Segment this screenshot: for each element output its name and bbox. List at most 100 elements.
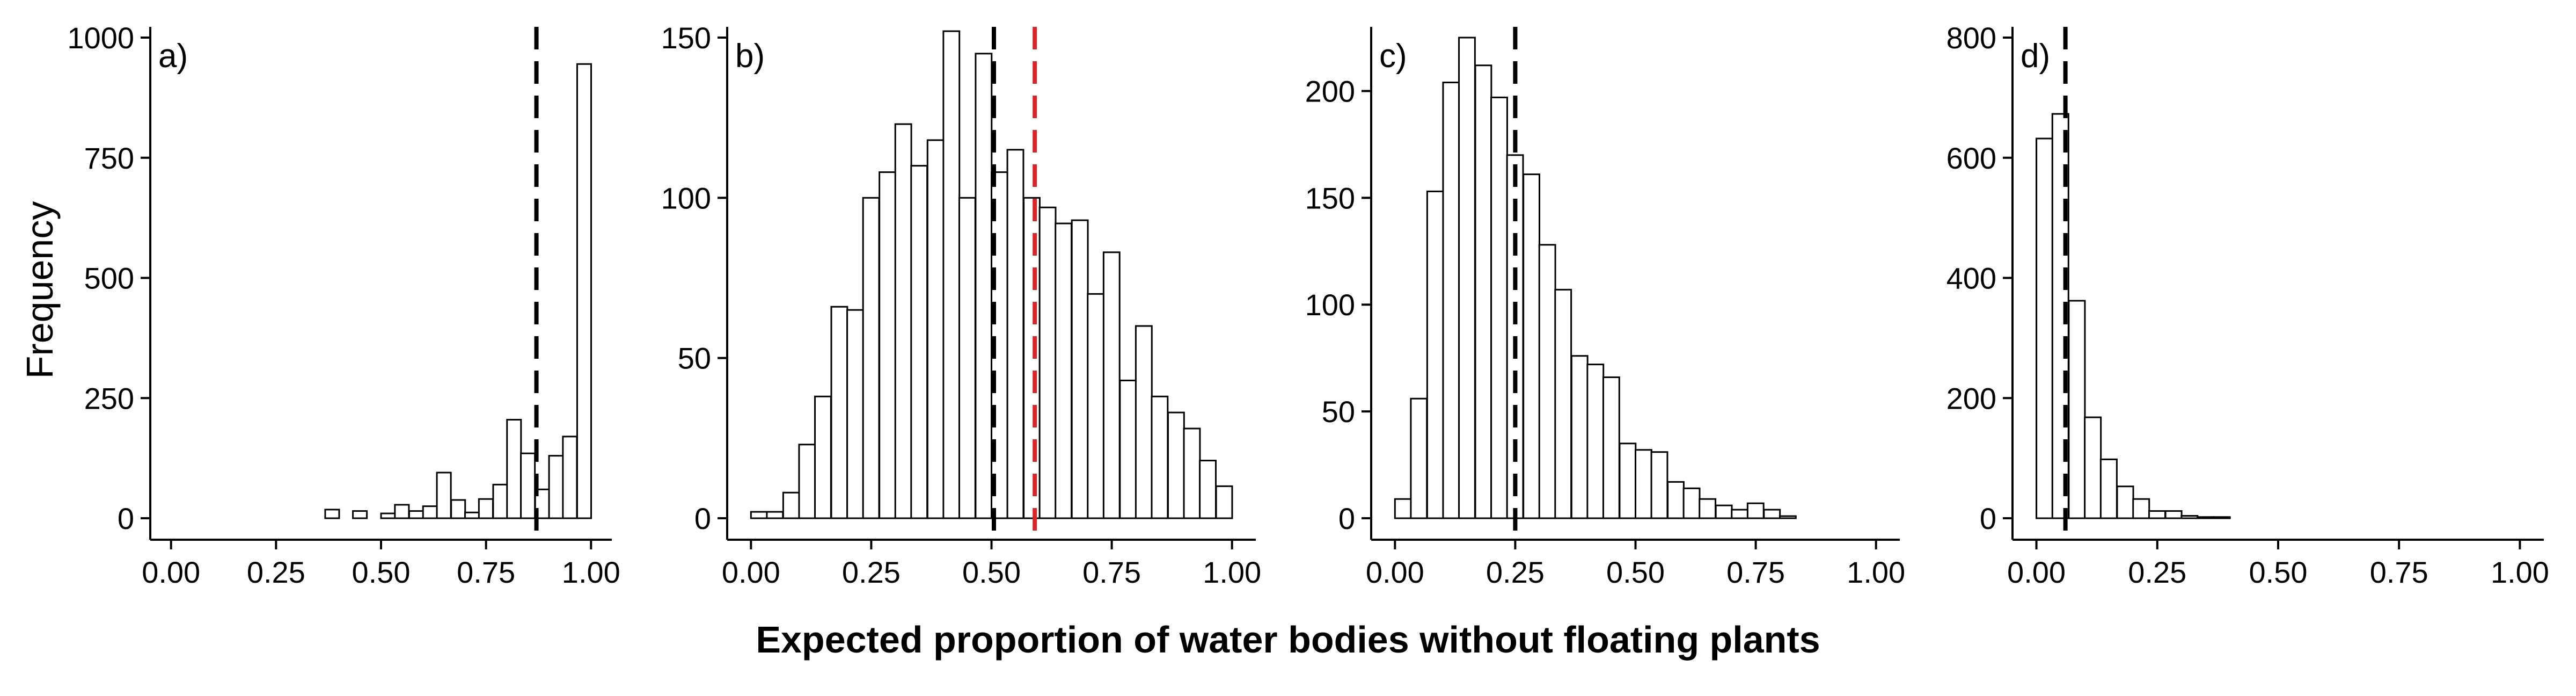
histogram-bar — [1119, 379, 1137, 519]
panel-c: 0.00 0.25 0.50 0.75 1.00 0 50 100 150 200 c) — [1305, 27, 1905, 589]
histogram-bar — [1667, 481, 1685, 519]
histogram-bar — [1570, 355, 1589, 519]
y-tick-label: 800 — [1946, 21, 1996, 55]
x-tick-label: 0.75 — [2370, 555, 2428, 589]
panel-b: 0.00 0.25 0.50 0.75 1.00 0 50 100 150 b) — [661, 21, 1262, 589]
x-tick-label: 0.50 — [352, 555, 411, 589]
histogram-bar — [814, 395, 832, 519]
x-tick-label: 0.75 — [1726, 555, 1785, 589]
histogram-bar — [1215, 485, 1233, 519]
x-tick-label: 0.50 — [2249, 555, 2308, 589]
histogram-bar — [1410, 397, 1428, 519]
y-tick-label: 0 — [1980, 502, 1996, 535]
histogram-bar — [1731, 509, 1749, 519]
histogram-bar — [408, 510, 424, 519]
histogram-bar — [1490, 96, 1508, 519]
x-tick-label: 1.00 — [562, 555, 620, 589]
x-tick-label: 0.00 — [142, 555, 200, 589]
x-tick-label: 0.50 — [962, 555, 1021, 589]
histogram-bar — [1635, 449, 1652, 519]
histogram-bar — [380, 512, 396, 519]
y-tick-label: 0 — [118, 502, 134, 535]
histogram-bar — [926, 139, 945, 519]
x-tick-label: 0.00 — [1366, 555, 1424, 589]
histogram-bar — [1183, 427, 1201, 519]
histogram-bar — [766, 511, 784, 519]
histogram-bar — [894, 123, 912, 519]
histogram-bar — [478, 498, 494, 519]
x-tick-label: 0.25 — [1486, 555, 1545, 589]
x-tick-label: 0.75 — [457, 555, 515, 589]
histogram-bar — [910, 165, 928, 519]
x-tick-label: 0.25 — [247, 555, 305, 589]
histogram-bar — [1006, 149, 1024, 519]
x-tick-label: 0.25 — [2128, 555, 2186, 589]
histogram-bar — [958, 197, 976, 519]
histogram-bar — [879, 171, 896, 519]
histogram-bar — [464, 511, 480, 519]
histogram-bar — [2197, 516, 2215, 519]
x-axis-label: Expected proportion of water bodies with… — [756, 619, 1820, 661]
x-tick-label: 0.00 — [2007, 555, 2066, 589]
histogram-bar — [1199, 460, 1217, 519]
histogram-bar — [750, 511, 768, 519]
histogram-bar — [1523, 173, 1540, 519]
histogram-bar — [1619, 443, 1637, 519]
histogram-bar — [1650, 451, 1668, 519]
histogram-bar — [1426, 190, 1444, 519]
y-tick-label: 100 — [1305, 288, 1355, 322]
panel-label: b) — [735, 38, 765, 75]
histogram-bar — [2132, 498, 2150, 519]
x-tick-label: 0.25 — [842, 555, 901, 589]
x-tick-label: 1.00 — [2491, 555, 2549, 589]
histogram-bar — [1135, 325, 1153, 519]
y-axis-label: Frequency — [19, 201, 61, 379]
histogram-bar — [562, 436, 578, 519]
histogram-bar — [1602, 376, 1620, 519]
histogram-bar — [1715, 504, 1733, 519]
y-tick-label: 150 — [1305, 181, 1355, 215]
histogram-bar — [798, 444, 816, 519]
panel-label: a) — [158, 38, 188, 75]
histogram-bar — [2084, 416, 2102, 519]
x-tick-label: 1.00 — [1847, 555, 1905, 589]
histogram-bar — [846, 309, 864, 519]
histogram-bar — [2068, 300, 2086, 519]
histogram-bar — [2036, 137, 2054, 519]
y-tick-label: 200 — [1305, 74, 1355, 108]
y-tick-label: 200 — [1946, 381, 1996, 415]
histogram-bar — [975, 53, 993, 519]
y-tick-label: 50 — [678, 342, 711, 375]
histogram-bar — [1554, 288, 1572, 519]
histogram-bar — [2180, 515, 2199, 519]
histogram-bar — [324, 509, 340, 519]
y-tick-label: 500 — [84, 262, 134, 295]
x-tick-label: 0.00 — [722, 555, 780, 589]
histogram-bar — [1071, 219, 1089, 519]
histogram-bar — [1746, 502, 1765, 519]
y-tick-label: 0 — [1338, 502, 1355, 535]
histogram-bar — [450, 499, 466, 519]
y-tick-label: 150 — [661, 21, 711, 55]
y-tick-label: 250 — [84, 381, 134, 415]
histogram-bar — [1151, 395, 1169, 519]
y-tick-label: 400 — [1946, 262, 1996, 295]
panel-d: 0.00 0.25 0.50 0.75 1.00 0 200 400 600 800 d) — [1946, 21, 2549, 589]
histogram-bar — [1682, 487, 1701, 519]
x-tick-label: 0.75 — [1082, 555, 1141, 589]
panel-a: 0.00 0.25 0.50 0.75 1.00 0 250 500 750 1000 a) — [67, 21, 620, 589]
histogram-bar — [1167, 411, 1185, 519]
histogram-bar — [520, 452, 536, 519]
x-tick-label: 1.00 — [1203, 555, 1261, 589]
histogram-bar — [576, 63, 592, 519]
histogram-bar — [2148, 510, 2166, 519]
histogram-bar — [2099, 458, 2118, 519]
histogram-bar — [492, 483, 508, 519]
histogram-bar — [422, 505, 438, 519]
histogram-bar — [352, 510, 368, 519]
histogram-bar — [2164, 510, 2183, 519]
y-tick-label: 1000 — [67, 21, 134, 55]
histogram-bar — [1394, 498, 1412, 519]
